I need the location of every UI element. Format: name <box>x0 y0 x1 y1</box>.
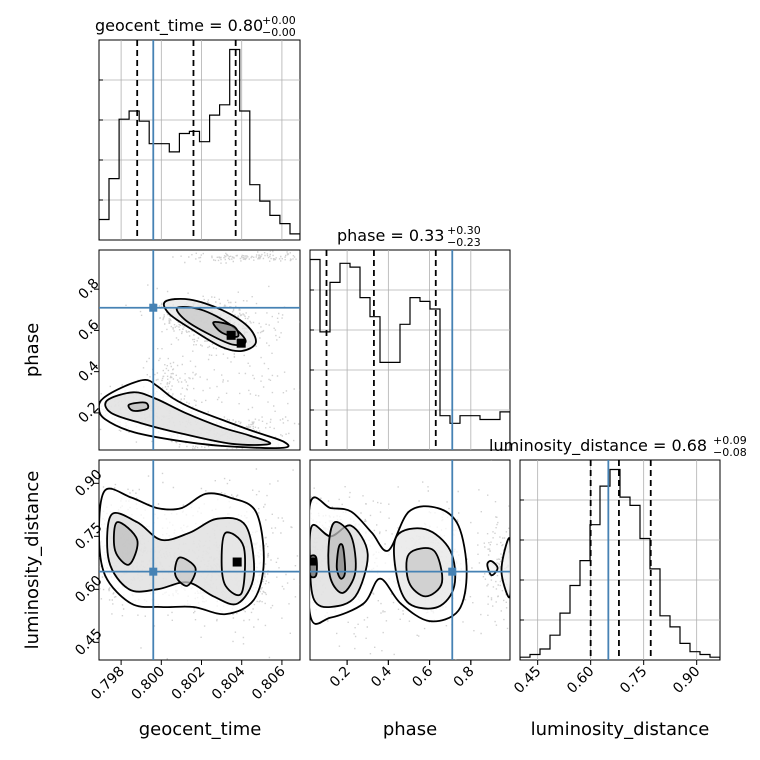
panel-phase-hist: phase = 0.33 +0.30 −0.23 <box>309 224 511 451</box>
scatter-points <box>99 250 300 450</box>
ylabel-phase: phase <box>22 323 43 377</box>
y-tick-label: 0.8 <box>75 276 102 303</box>
title-phase: phase = 0.33 <box>337 226 444 245</box>
truth-marker <box>448 567 457 576</box>
density-inner <box>310 460 510 660</box>
x-tick-label: 0.60 <box>564 664 597 697</box>
title-phase-plus: +0.30 <box>447 224 481 237</box>
hist-lumdist-marks <box>520 460 720 660</box>
ylabel-lumdist: luminosity_distance <box>22 471 43 650</box>
x-tick-label: 0.90 <box>670 664 703 697</box>
title-geocent-time: geocent_time = 0.80 <box>95 16 263 36</box>
title-lumdist-minus: −0.08 <box>713 446 747 459</box>
x-tick-label: 0.802 <box>169 664 209 704</box>
y-tick-label: 0.2 <box>75 399 102 426</box>
hist-phase-marks <box>310 250 510 450</box>
density-phase-vs-geocent-time <box>99 250 300 450</box>
hist-inner <box>99 40 300 240</box>
contour-line <box>112 521 139 566</box>
truth-marker <box>149 567 158 576</box>
title-geocent-time-minus: −0.00 <box>262 26 296 39</box>
contour-line <box>500 537 510 599</box>
panel-frame <box>309 249 511 451</box>
xlabel-lumdist: luminosity_distance <box>531 719 710 740</box>
x-tick-label: 0.800 <box>128 664 168 704</box>
density-lumdist-vs-geocent-time <box>99 460 300 660</box>
density-peak-cell <box>226 330 236 340</box>
title-lumdist-plus: +0.09 <box>713 434 747 447</box>
panel-lumdist-vs-geocent-time <box>98 459 301 661</box>
panel-lumdist-hist: luminosity_distance = 0.68 +0.09 −0.08 <box>489 434 747 661</box>
hist-step-line <box>520 468 720 660</box>
truth-marker <box>149 303 158 312</box>
xlabel-geocent-time: geocent_time <box>139 719 262 740</box>
density-lumdist-vs-phase <box>310 460 510 660</box>
x-tick-label: 0.4 <box>368 663 395 690</box>
x-tick-label: 0.75 <box>617 664 650 697</box>
density-inner <box>99 250 300 450</box>
x-tick-label: 0.45 <box>511 664 544 697</box>
hist-step-line <box>310 258 510 450</box>
x-tick-label: 0.6 <box>409 663 436 690</box>
title-phase-minus: −0.23 <box>447 236 481 249</box>
title-lumdist: luminosity_distance = 0.68 <box>489 436 707 456</box>
hist-inner <box>520 460 720 660</box>
density-inner <box>99 460 300 660</box>
xlabel-phase: phase <box>383 719 437 740</box>
density-peak-cell <box>236 338 246 348</box>
density-peak-cell <box>232 557 242 567</box>
panel-phase-vs-geocent-time <box>98 249 301 451</box>
x-tick-label: 0.804 <box>209 663 249 703</box>
x-tick-label: 0.798 <box>88 664 128 704</box>
contour-line <box>127 401 150 412</box>
contour-line <box>335 543 347 580</box>
x-tick-label: 0.2 <box>327 664 354 691</box>
hist-step-line <box>99 48 300 240</box>
x-tick-label: 0.806 <box>249 663 289 703</box>
hist-geocent-time-marks <box>99 40 300 240</box>
panel-lumdist-vs-phase <box>309 459 511 661</box>
x-tick-label: 0.8 <box>451 664 478 691</box>
title-geocent-time-plus: +0.00 <box>262 14 296 27</box>
panel-geocent-time-hist: geocent_time = 0.80 +0.00 −0.00 <box>95 14 301 241</box>
density-peak-cell <box>310 557 317 566</box>
hist-inner <box>310 250 510 450</box>
